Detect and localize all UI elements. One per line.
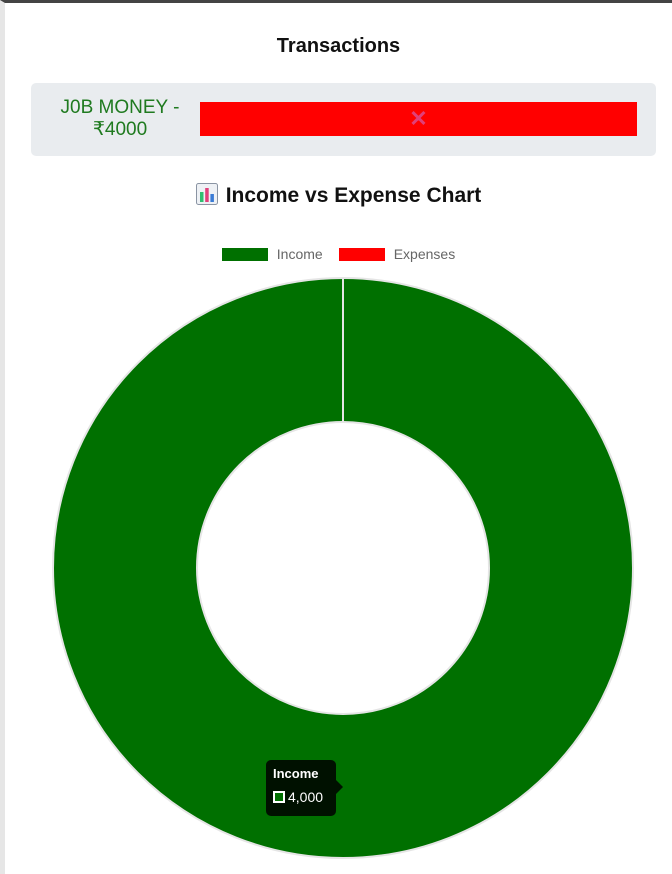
bar-chart-icon — [195, 183, 218, 205]
legend-item-income[interactable]: Income — [221, 246, 323, 262]
transaction-label: J0B MONEY - ₹4000 — [60, 97, 180, 140]
tooltip-caret — [336, 780, 343, 794]
chart-tooltip: Income 4,000 — [266, 760, 343, 816]
close-icon: ✕ — [409, 106, 428, 131]
legend-swatch-expenses — [338, 247, 385, 261]
chart-heading-text: Income vs Expense Chart — [225, 184, 482, 207]
donut-inner-border — [196, 421, 490, 715]
tooltip-swatch — [273, 791, 285, 803]
legend-label-income: Income — [276, 246, 323, 262]
delete-transaction-button[interactable]: ✕ — [200, 102, 637, 136]
chart-heading: Income vs Expense Chart — [5, 183, 672, 208]
legend-swatch-income — [221, 247, 268, 261]
page-title: Transactions — [276, 35, 401, 57]
transaction-item: J0B MONEY - ₹4000 ✕ — [31, 83, 656, 156]
tooltip-value: 4,000 — [288, 789, 324, 805]
legend-label-expenses: Expenses — [393, 246, 456, 262]
legend-item-expenses[interactable]: Expenses — [338, 246, 456, 262]
tooltip-body: 4,000 — [273, 789, 329, 805]
tooltip-title: Income — [273, 766, 319, 781]
chart-legend: Income Expenses — [5, 246, 672, 262]
donut-chart — [52, 277, 634, 859]
donut-slice-income[interactable] — [53, 278, 633, 858]
